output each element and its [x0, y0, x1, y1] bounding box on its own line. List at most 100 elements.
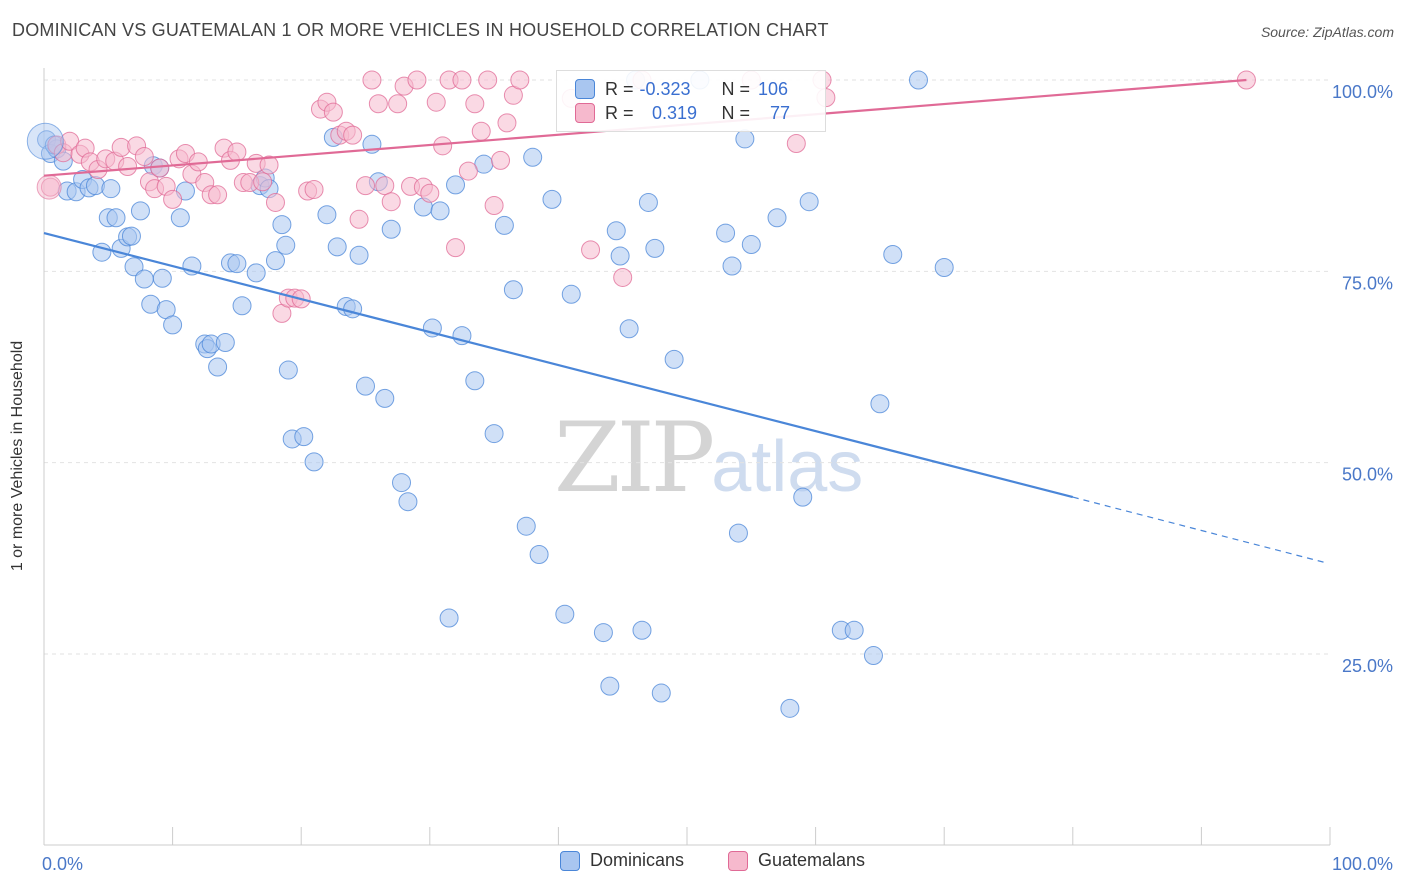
guatemalan-point [426, 92, 446, 112]
dominican-point [392, 473, 412, 493]
dominican-point [523, 147, 543, 167]
guatemalan-point [446, 238, 466, 258]
dominican-point [561, 284, 581, 304]
guatemalan-point [497, 113, 517, 133]
guatemalan-point [265, 192, 285, 212]
dominican-point [152, 268, 172, 288]
stats-n-label: N = [721, 102, 751, 123]
dominican-point [317, 205, 337, 225]
dominican-point [793, 487, 813, 507]
dominican-point [728, 523, 748, 543]
dominican-point [170, 208, 190, 228]
dominican-point [465, 371, 485, 391]
guatemalan-point [356, 176, 375, 196]
dominican-point [272, 215, 292, 235]
guatemalan-point [491, 150, 511, 170]
y-tick-label: 25.0% [1342, 656, 1393, 676]
y-tick-label: 50.0% [1342, 465, 1393, 485]
dominican-point [542, 189, 562, 209]
dominican-point [593, 623, 613, 643]
dominican-point [484, 424, 504, 444]
dominican-point [101, 179, 121, 199]
dominican-point [121, 226, 141, 246]
dominican-point [85, 176, 105, 196]
guatemalan-point [381, 192, 401, 212]
dominican-point [343, 299, 363, 319]
dominican-point [863, 646, 883, 666]
guatemalan-point [259, 155, 279, 175]
dominican-point [349, 245, 369, 265]
dominican-point [606, 221, 626, 241]
guatemalan-point [433, 136, 453, 156]
dominican-point [246, 263, 266, 283]
guatemalan-point [343, 125, 363, 145]
guatemalan-point [786, 134, 806, 154]
legend-item-dominicans[interactable]: Dominicans [560, 850, 684, 871]
guatemalan-point [163, 189, 183, 209]
y-tick-label: 75.0% [1342, 273, 1393, 293]
dominican-point [722, 256, 742, 276]
guatemalan-point [465, 94, 485, 114]
dominican-point [870, 394, 890, 414]
dominican-point [638, 192, 658, 212]
dominican-point [124, 257, 144, 277]
x-tick-label: 100.0% [1332, 854, 1393, 874]
y-tick-label: 100.0% [1332, 82, 1393, 102]
guatemalan-point [304, 179, 324, 199]
dominican-point [430, 201, 450, 221]
dominican-point [716, 223, 736, 243]
dominican-point [356, 376, 375, 396]
legend-item-guatemalans[interactable]: Guatemalans [728, 850, 865, 871]
guatemalan-point [484, 196, 504, 216]
dominican-point [130, 201, 150, 221]
guatemalan-point [613, 267, 633, 287]
dominican-point [619, 319, 639, 339]
dominican-point [439, 608, 459, 628]
stats-r-value: 0.319 [651, 102, 698, 123]
bottom-legend: Dominicans Guatemalans [0, 850, 1406, 880]
dominican-point [610, 246, 630, 266]
dominican-point [446, 175, 466, 195]
guatemalan-point [349, 209, 369, 229]
x-tick-label: 0.0% [42, 854, 83, 874]
dominican-point [799, 192, 819, 212]
guatemalan-point [208, 185, 228, 205]
stats-swatch-guatemalans [575, 103, 595, 123]
dominican-point [908, 70, 928, 90]
dominican-point [883, 244, 903, 264]
dominican-point [516, 516, 536, 536]
dominican-trend-extension [1072, 496, 1324, 563]
dominican-point [934, 258, 954, 278]
guatemalan-cluster-point [36, 174, 62, 200]
stats-legend-box: R = -0.323 N = 106 R = 0.319 N = 77 [556, 70, 826, 132]
dominican-point [780, 698, 800, 718]
guatemalan-point [458, 161, 478, 181]
dominican-point [134, 269, 154, 289]
dominican-point [106, 208, 126, 228]
chart-title: DOMINICAN VS GUATEMALAN 1 OR MORE VEHICL… [12, 20, 829, 40]
stats-n-value: 77 [770, 102, 791, 123]
guatemalan-point [471, 121, 491, 141]
legend-label-dominicans: Dominicans [590, 850, 685, 870]
stats-swatch-dominicans [575, 79, 595, 99]
guatemalan-point [118, 156, 138, 176]
guatemalan-point [510, 70, 530, 90]
stats-row-dominicans: R = -0.323 N = 106 [575, 77, 788, 101]
dominican-point [278, 360, 298, 380]
dominican-point [327, 237, 347, 257]
dominican-point [232, 296, 252, 316]
legend-swatch-dominicans [560, 850, 580, 871]
dominican-point [163, 315, 183, 335]
guatemalan-point [323, 102, 343, 122]
dominican-point [265, 251, 285, 271]
dominican-point [741, 235, 761, 255]
stats-n-label: N = [721, 78, 751, 99]
guatemalan-point [388, 94, 408, 114]
guatemalan-point [452, 70, 472, 90]
dominican-point [503, 280, 523, 300]
dominican-point [844, 620, 864, 640]
dominican-point [304, 452, 324, 472]
dominican-trend-line [43, 232, 1074, 499]
watermark-zip: ZIP [554, 402, 715, 514]
